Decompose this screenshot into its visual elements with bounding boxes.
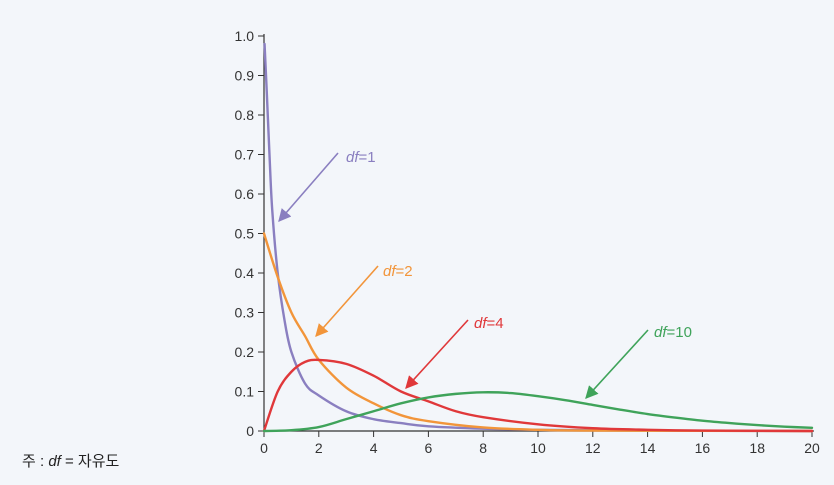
series-label-suffix: =2 bbox=[396, 263, 413, 280]
series-label-prefix: df bbox=[346, 149, 360, 166]
y-tick-label: 0.2 bbox=[235, 344, 255, 360]
x-tick-label: 20 bbox=[804, 440, 820, 456]
series-label-df-2: df=2 bbox=[383, 263, 413, 280]
y-tick-label: 0.5 bbox=[235, 226, 255, 242]
x-tick-label: 6 bbox=[425, 440, 433, 456]
series-label-df-10: df=10 bbox=[654, 324, 692, 341]
footnote-italic: df bbox=[48, 453, 62, 470]
y-tick-label: 1.0 bbox=[235, 28, 255, 44]
series-label-prefix: df bbox=[654, 324, 668, 341]
x-tick-label: 4 bbox=[370, 440, 378, 456]
y-tick-label: 0 bbox=[246, 423, 254, 439]
x-tick-label: 18 bbox=[749, 440, 765, 456]
annotation-arrow-df-4 bbox=[405, 319, 469, 389]
y-tick-label: 0.9 bbox=[235, 68, 255, 84]
x-tick-label: 14 bbox=[640, 440, 656, 456]
series-line-df-1 bbox=[263, 42, 814, 433]
axes: 0 0.1 0.2 0.3 0.4 0.5 0.6 0.7 0.8 0.9 1.0 0 2 4 6 8 10 12… bbox=[235, 28, 820, 456]
annotation-arrow-df-1 bbox=[278, 152, 339, 222]
series-line-df-2 bbox=[262, 232, 814, 433]
annotation-arrow-df-10 bbox=[585, 329, 649, 399]
footnote-suffix: = 자유도 bbox=[61, 453, 120, 470]
x-tick-label: 10 bbox=[530, 440, 546, 456]
y-tick-label: 0.6 bbox=[235, 186, 255, 202]
footnote-prefix: 주 : bbox=[22, 453, 48, 470]
series-label-df-1: df=1 bbox=[346, 149, 376, 166]
series-label-suffix: =1 bbox=[359, 149, 376, 166]
x-tick-label: 16 bbox=[695, 440, 711, 456]
annotations: df=1df=2df=4df=10 bbox=[278, 149, 692, 399]
y-tick-label: 0.7 bbox=[235, 147, 255, 163]
series-label-suffix: =10 bbox=[667, 324, 692, 341]
series-group bbox=[262, 42, 814, 433]
x-tick-label: 2 bbox=[315, 440, 323, 456]
x-tick-label: 0 bbox=[260, 440, 268, 456]
footnote: 주 : df = 자유도 bbox=[22, 453, 120, 470]
series-line-df-10 bbox=[262, 391, 814, 433]
y-tick-label: 0.4 bbox=[235, 265, 255, 281]
series-label-df-4: df=4 bbox=[474, 315, 504, 332]
annotation-arrow-df-2 bbox=[315, 265, 379, 337]
x-tick-label: 8 bbox=[479, 440, 487, 456]
series-label-suffix: =4 bbox=[487, 315, 504, 332]
series-label-prefix: df bbox=[474, 315, 488, 332]
y-tick-label: 0.8 bbox=[235, 107, 255, 123]
x-tick-label: 12 bbox=[585, 440, 601, 456]
y-tick-label: 0.1 bbox=[235, 384, 255, 400]
series-label-prefix: df bbox=[383, 263, 397, 280]
y-tick-label: 0.3 bbox=[235, 305, 255, 321]
